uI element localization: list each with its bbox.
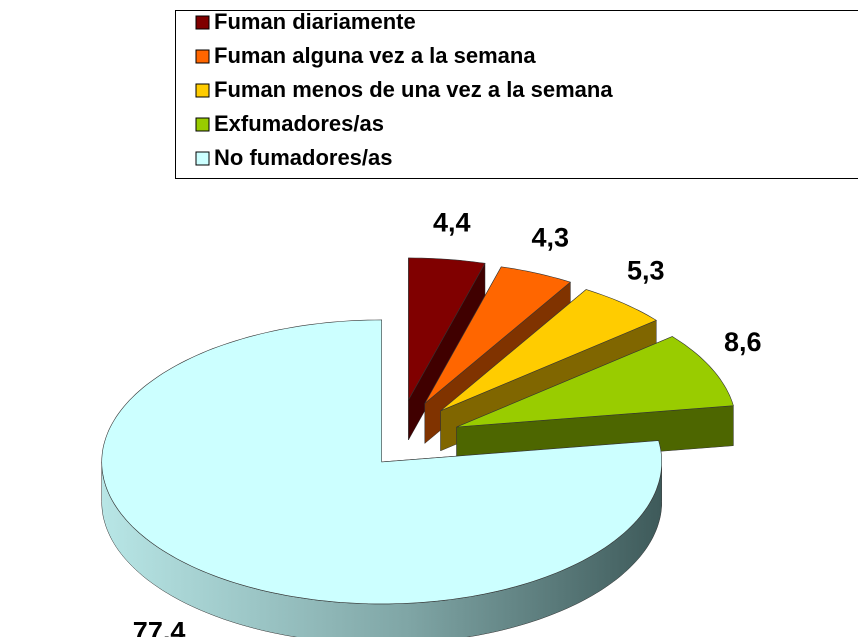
slice — [101, 319, 662, 605]
data-label: 77,4 — [133, 616, 186, 637]
legend-label: Exfumadores/as — [214, 111, 384, 136]
data-label: 4,3 — [531, 223, 569, 253]
data-labels: 4,4 4,3 5,3 8,6 77,4 — [133, 208, 762, 637]
legend: Fuman diariamente Fuman alguna vez a la s… — [195, 9, 613, 170]
slice — [456, 336, 734, 428]
data-label: 8,6 — [724, 327, 762, 357]
legend-label: No fumadores/as — [214, 145, 393, 170]
legend-label: Fuman diariamente — [214, 9, 416, 34]
legend-swatch — [195, 83, 210, 98]
slice — [440, 289, 657, 412]
pie-tops — [101, 257, 734, 605]
legend-swatch — [195, 49, 210, 64]
legend-label: Fuman alguna vez a la semana — [214, 43, 536, 68]
legend-swatch — [195, 117, 210, 132]
legend-swatch — [195, 151, 210, 166]
data-label: 4,4 — [433, 208, 471, 238]
slice — [424, 266, 572, 404]
slice — [408, 257, 486, 402]
legend-label: Fuman menos de una vez a la semana — [214, 77, 613, 102]
data-label: 5,3 — [627, 256, 665, 286]
legend-box — [175, 10, 858, 179]
legend-swatch — [195, 15, 210, 30]
